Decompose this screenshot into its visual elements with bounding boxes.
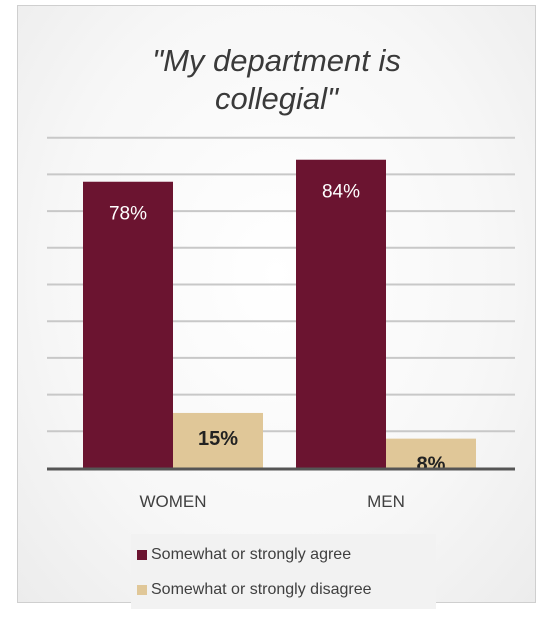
data-label-agree-women: 78% [109,204,147,225]
bar-disagree-men [386,438,476,468]
bar-disagree-women [173,412,263,468]
legend-label-agree: Somewhat or strongly agree [151,546,352,563]
chart-frame: "My department is collegial" 78% 15% WOMEN… [17,5,536,609]
legend-label-disagree: Somewhat or strongly disagree [151,581,372,598]
chart-title: "My department is collegial" [152,43,401,116]
category-label-men: MEN [367,492,405,511]
legend-swatch-disagree [137,585,147,595]
chart-plot: 78% 15% WOMEN 84% 8% MEN [47,136,515,511]
category-label-women: WOMEN [139,492,206,511]
chart-legend: Somewhat or strongly agree Somewhat or s… [131,534,436,609]
bar-agree-men [296,159,386,468]
bar-agree-women [83,181,173,469]
legend-item-disagree: Somewhat or strongly disagree [137,581,372,599]
data-label-disagree-men: 8% [417,454,446,476]
data-label-disagree-women: 15% [198,428,238,450]
data-label-agree-men: 84% [322,182,360,203]
legend-item-agree: Somewhat or strongly agree [137,546,351,564]
legend-swatch-agree [137,550,147,560]
